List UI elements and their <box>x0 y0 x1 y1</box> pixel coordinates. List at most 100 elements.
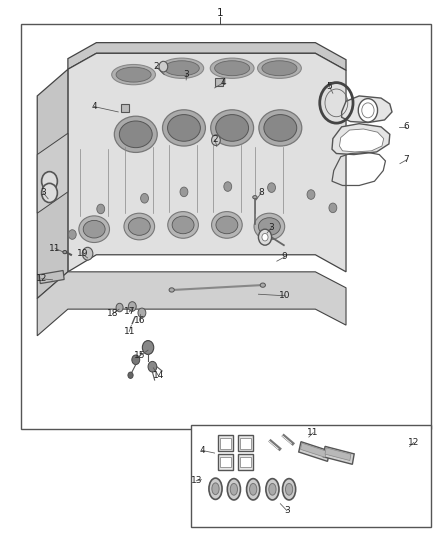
Ellipse shape <box>266 479 279 500</box>
Polygon shape <box>37 69 68 298</box>
Bar <box>300 443 326 457</box>
Ellipse shape <box>172 216 194 234</box>
Bar <box>218 454 233 470</box>
Circle shape <box>97 204 105 214</box>
Text: 11: 11 <box>49 244 61 253</box>
Ellipse shape <box>286 483 293 495</box>
Ellipse shape <box>112 64 155 85</box>
Text: 11: 11 <box>307 429 319 437</box>
Polygon shape <box>37 272 346 336</box>
Ellipse shape <box>169 288 174 292</box>
Circle shape <box>132 355 140 365</box>
Bar <box>191 425 431 527</box>
Ellipse shape <box>230 483 237 495</box>
Text: 3: 3 <box>184 70 190 79</box>
Ellipse shape <box>167 115 200 141</box>
Ellipse shape <box>210 58 254 78</box>
Ellipse shape <box>116 67 151 82</box>
Ellipse shape <box>265 232 270 237</box>
Circle shape <box>258 229 272 245</box>
Circle shape <box>128 302 136 311</box>
Text: 12: 12 <box>36 274 47 283</box>
Text: 4: 4 <box>92 102 97 111</box>
Circle shape <box>68 230 76 239</box>
Circle shape <box>116 303 123 312</box>
Ellipse shape <box>283 479 296 500</box>
Bar <box>121 104 129 112</box>
Circle shape <box>224 182 232 191</box>
Circle shape <box>142 341 154 354</box>
Bar <box>21 24 431 429</box>
Text: 17: 17 <box>124 308 135 316</box>
Ellipse shape <box>264 115 297 141</box>
Polygon shape <box>68 53 346 272</box>
Bar <box>39 271 64 284</box>
Circle shape <box>42 172 57 191</box>
Ellipse shape <box>79 216 110 243</box>
Polygon shape <box>339 129 384 152</box>
Polygon shape <box>37 133 68 213</box>
Text: 15: 15 <box>134 351 146 360</box>
Bar <box>240 457 251 467</box>
Bar <box>238 435 253 451</box>
Circle shape <box>268 183 276 192</box>
Polygon shape <box>68 43 346 70</box>
Text: 12: 12 <box>408 438 420 447</box>
Bar <box>218 435 233 451</box>
Circle shape <box>159 61 168 72</box>
Polygon shape <box>342 96 392 123</box>
Ellipse shape <box>168 212 198 238</box>
Bar <box>325 448 351 461</box>
Text: 3: 3 <box>268 223 275 232</box>
Text: 8: 8 <box>258 189 264 197</box>
Ellipse shape <box>215 61 250 76</box>
Text: 18: 18 <box>107 309 119 318</box>
Ellipse shape <box>227 479 240 500</box>
Ellipse shape <box>259 110 302 146</box>
Bar <box>299 442 330 462</box>
Ellipse shape <box>258 217 280 236</box>
Bar <box>220 457 231 467</box>
Ellipse shape <box>253 196 257 199</box>
Text: 19: 19 <box>77 249 88 258</box>
Bar <box>240 438 251 449</box>
Ellipse shape <box>260 283 265 287</box>
Text: 11: 11 <box>124 327 135 336</box>
Circle shape <box>358 99 378 122</box>
Polygon shape <box>332 124 390 155</box>
Text: 4: 4 <box>199 446 205 455</box>
Ellipse shape <box>262 61 297 76</box>
Ellipse shape <box>114 116 157 152</box>
Circle shape <box>262 233 268 241</box>
Circle shape <box>42 183 57 203</box>
Ellipse shape <box>258 58 301 78</box>
Ellipse shape <box>211 110 254 146</box>
Ellipse shape <box>119 121 152 148</box>
Circle shape <box>329 203 337 213</box>
Circle shape <box>148 361 157 372</box>
Ellipse shape <box>164 61 199 76</box>
Text: 3: 3 <box>40 189 46 197</box>
Text: 2: 2 <box>153 62 159 71</box>
Circle shape <box>141 193 148 203</box>
Ellipse shape <box>212 483 219 495</box>
Text: 7: 7 <box>403 156 410 164</box>
Ellipse shape <box>209 478 222 499</box>
Bar <box>215 78 223 86</box>
Ellipse shape <box>269 483 276 495</box>
Text: 13: 13 <box>191 477 202 485</box>
Text: 5: 5 <box>326 82 332 91</box>
Ellipse shape <box>254 213 285 240</box>
Bar <box>238 454 253 470</box>
Text: 6: 6 <box>403 123 410 131</box>
Bar <box>220 438 231 449</box>
Text: 2: 2 <box>212 135 218 144</box>
Circle shape <box>82 247 93 260</box>
Ellipse shape <box>250 483 257 495</box>
Text: 10: 10 <box>279 292 291 300</box>
Ellipse shape <box>215 115 249 141</box>
Circle shape <box>138 308 146 318</box>
Ellipse shape <box>63 251 67 254</box>
Circle shape <box>128 372 133 378</box>
Circle shape <box>307 190 315 199</box>
